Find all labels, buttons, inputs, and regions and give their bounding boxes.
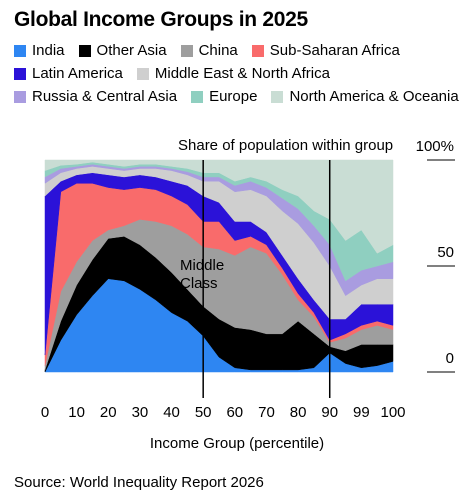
legend-swatch bbox=[14, 90, 26, 103]
subtitle: Share of population within group bbox=[178, 137, 393, 154]
x-axis-label: Income Group (percentile) bbox=[150, 435, 324, 452]
legend-swatch bbox=[271, 90, 284, 103]
x-tick-label: 40 bbox=[163, 404, 180, 421]
area bbox=[44, 159, 394, 254]
x-tick-label: 20 bbox=[100, 404, 117, 421]
legend-item: Europe bbox=[191, 88, 257, 105]
legend-swatch bbox=[14, 67, 26, 80]
legend: India Other Asia China Sub-Saharan Africa La… bbox=[14, 42, 459, 105]
legend-item: Other Asia bbox=[78, 42, 167, 59]
legend-item: Middle East & North Africa bbox=[136, 65, 330, 82]
y-tick-label: 100% bbox=[416, 138, 454, 155]
chart-title: Global Income Groups in 2025 bbox=[14, 8, 308, 31]
legend-label: Sub-Saharan Africa bbox=[269, 42, 400, 59]
legend-label: Europe bbox=[209, 88, 258, 105]
legend-swatch bbox=[14, 44, 26, 57]
y-tick-label: 0 bbox=[446, 350, 454, 367]
legend-swatch bbox=[180, 44, 193, 57]
x-tick-label: 100 bbox=[380, 404, 405, 421]
x-tick-label: 30 bbox=[132, 404, 149, 421]
legend-swatch bbox=[78, 44, 91, 57]
legend-swatch bbox=[191, 90, 204, 103]
x-tick-label: 99 bbox=[353, 404, 370, 421]
x-tick-label: 90 bbox=[321, 404, 338, 421]
x-tick-label: 50 bbox=[195, 404, 212, 421]
source: Source: World Inequality Report 2026 bbox=[14, 474, 264, 491]
legend-item: North America & Oceania bbox=[271, 88, 459, 105]
x-tick-label: 60 bbox=[226, 404, 243, 421]
x-tick-label: 0 bbox=[41, 404, 49, 421]
x-tick-label: 70 bbox=[258, 404, 275, 421]
legend-label: Russia & Central Asia bbox=[32, 88, 178, 105]
annotation: Middle bbox=[180, 257, 224, 274]
legend-swatch bbox=[136, 67, 149, 80]
legend-item: India bbox=[14, 42, 65, 59]
annotation: Class bbox=[180, 275, 218, 292]
legend-label: India bbox=[32, 42, 65, 59]
legend-item: Sub-Saharan Africa bbox=[251, 42, 400, 59]
legend-item: China bbox=[180, 42, 238, 59]
legend-label: North America & Oceania bbox=[289, 88, 459, 105]
legend-label: Latin America bbox=[32, 65, 123, 82]
legend-item: Russia & Central Asia bbox=[14, 88, 177, 105]
y-tick-label: 50 bbox=[437, 244, 454, 261]
legend-label: Other Asia bbox=[96, 42, 167, 59]
x-tick-label: 80 bbox=[290, 404, 307, 421]
x-tick-label: 10 bbox=[68, 404, 85, 421]
legend-label: China bbox=[198, 42, 238, 59]
legend-item: Latin America bbox=[14, 65, 123, 82]
legend-swatch bbox=[251, 44, 264, 57]
legend-label: Middle East & North Africa bbox=[154, 65, 330, 82]
